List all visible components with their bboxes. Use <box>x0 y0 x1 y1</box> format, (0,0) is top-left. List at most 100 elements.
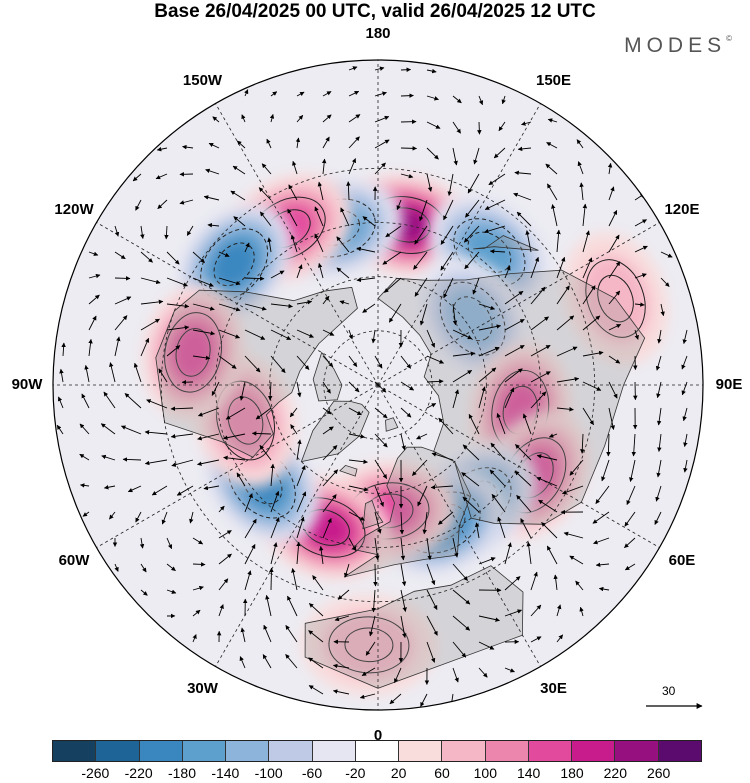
wind-vector <box>478 386 486 409</box>
wind-vector <box>374 511 382 534</box>
lon-label-120e: 120E <box>664 200 700 218</box>
wind-vector <box>426 95 439 101</box>
wind-vector <box>114 276 131 281</box>
meridian-120E <box>377 222 660 386</box>
wind-vector <box>192 329 216 336</box>
wind-vector <box>140 318 160 331</box>
wind-vector <box>270 355 286 374</box>
wind-vector <box>654 511 662 525</box>
wind-vector <box>660 303 665 317</box>
wind-vector <box>308 603 324 617</box>
wind-vector <box>368 615 376 637</box>
wind-vector <box>57 396 64 409</box>
wind-vector <box>426 589 438 611</box>
wind-vector <box>140 337 150 357</box>
wind-vector <box>296 91 305 97</box>
anomaly-contours-16 <box>328 616 410 674</box>
wind-vector <box>218 604 224 617</box>
wind-vector <box>608 261 621 279</box>
wind-vector <box>478 557 496 565</box>
wind-vector <box>660 251 673 258</box>
wind-vector <box>400 407 412 418</box>
wind-vector <box>608 407 615 430</box>
wind-vector <box>631 433 637 457</box>
wind-vector <box>394 667 402 684</box>
wind-vector <box>251 431 272 436</box>
vector-scale-label: 30 <box>662 684 676 698</box>
wind-vector <box>166 589 177 594</box>
wind-vector <box>582 315 601 331</box>
wind-vector <box>208 142 220 149</box>
wind-vector <box>101 454 116 461</box>
wind-vector <box>522 413 532 435</box>
lon-label-150e: 150E <box>535 72 572 90</box>
wind-vector <box>296 264 303 279</box>
wind-vector <box>197 407 220 417</box>
wind-vector <box>504 609 523 617</box>
wind-vector <box>465 199 480 218</box>
wind-vector <box>322 329 335 336</box>
wind-vector <box>166 563 176 572</box>
wind-vector <box>530 256 540 279</box>
wind-vector <box>287 208 298 227</box>
wind-vector <box>144 459 168 466</box>
wind-vector <box>452 589 471 605</box>
wind-vector <box>474 522 480 539</box>
meridian-120W <box>96 222 379 386</box>
wind-vector <box>292 160 298 175</box>
wind-vector <box>504 542 512 565</box>
wind-vector <box>656 407 662 426</box>
wind-vector <box>318 545 324 565</box>
wind-vector <box>440 225 454 245</box>
wind-vector <box>530 344 551 357</box>
lon-label-30e: 30E <box>540 679 567 697</box>
wind-vector <box>452 537 459 558</box>
wind-vector <box>426 147 439 160</box>
wind-vector <box>657 433 662 452</box>
wind-vector <box>218 505 225 513</box>
wind-vector <box>419 199 428 222</box>
wind-vector <box>314 206 324 227</box>
wind-vector <box>157 199 168 210</box>
polar-map <box>52 59 704 711</box>
wind-vector <box>192 355 211 361</box>
wind-vector <box>400 93 414 98</box>
wind-vector <box>314 233 324 253</box>
wind-vector <box>530 604 542 617</box>
wind-vector <box>514 470 532 487</box>
wind-vector <box>240 627 246 643</box>
wind-vector <box>356 246 376 253</box>
wind-vector <box>515 444 532 461</box>
land-africa-north <box>304 565 524 689</box>
wind-vector <box>556 285 570 305</box>
wind-vector <box>514 170 532 176</box>
wind-vector <box>417 485 428 507</box>
wind-vector <box>497 516 506 539</box>
wind-vector <box>438 511 454 525</box>
wind-vector <box>624 511 636 527</box>
wind-vector <box>362 303 376 313</box>
wind-vector <box>218 578 229 591</box>
wind-vector <box>681 355 688 370</box>
wind-vector <box>340 207 350 227</box>
wind-vector <box>230 190 246 201</box>
wind-vector <box>413 251 428 270</box>
wind-vector <box>244 543 256 565</box>
wind-vector <box>582 285 596 305</box>
wind-vector <box>336 236 350 253</box>
wind-vector <box>624 537 636 549</box>
colorbar-tick-label: 60 <box>434 765 450 781</box>
wind-vector <box>374 91 387 97</box>
wind-vector <box>296 465 306 487</box>
wind-vector <box>414 225 428 245</box>
wind-vector <box>608 323 622 331</box>
wind-vector <box>556 229 561 253</box>
wind-vector <box>88 273 101 279</box>
wind-vector <box>348 433 366 439</box>
wind-vector <box>164 225 169 240</box>
wind-vector <box>426 641 436 663</box>
wind-vector <box>426 329 435 348</box>
wind-vector <box>223 433 246 440</box>
wind-vector <box>239 381 246 401</box>
wind-vector <box>79 483 90 488</box>
